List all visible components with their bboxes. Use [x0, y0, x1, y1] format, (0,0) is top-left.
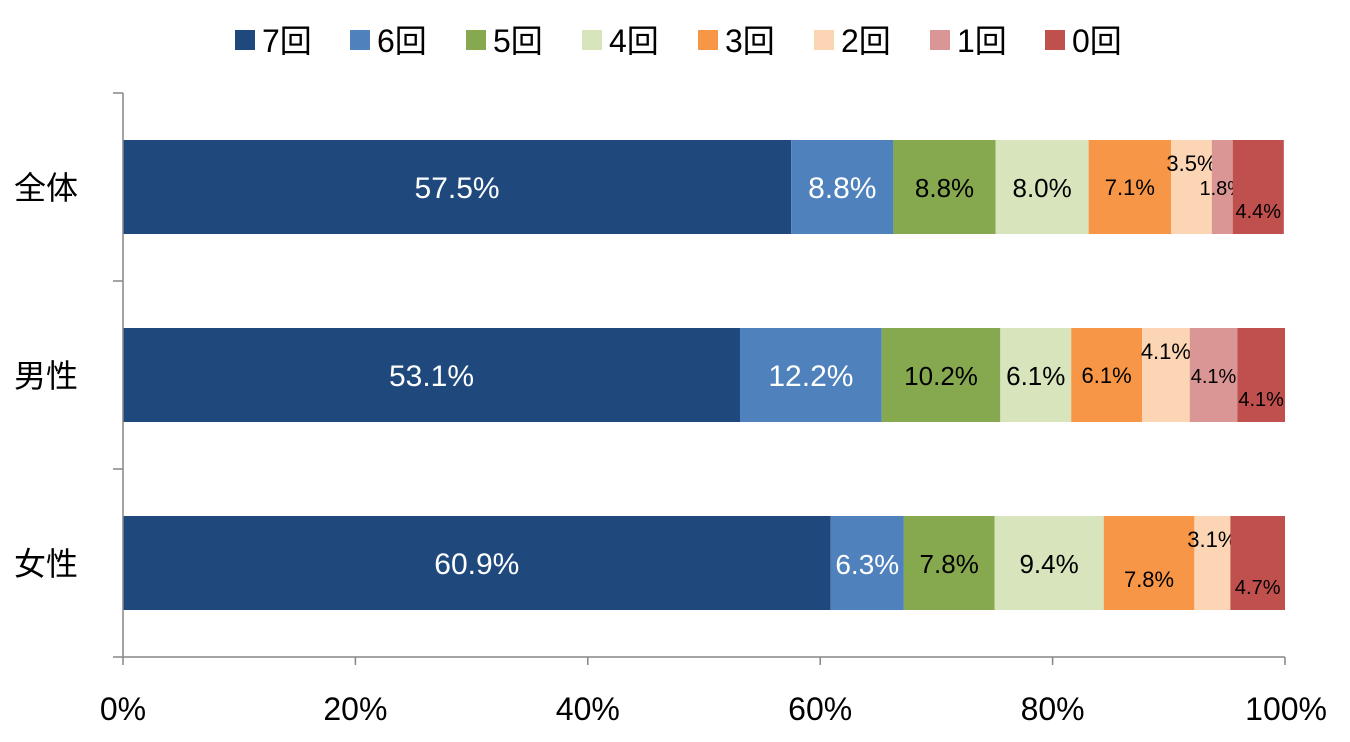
bar-segment: [1194, 516, 1231, 610]
legend-label: 5回: [493, 23, 543, 59]
bar-segment: [903, 516, 995, 610]
x-tick-label: 100%: [1245, 691, 1327, 727]
legend-swatch: [814, 30, 834, 50]
data-label: 7.8%: [920, 549, 979, 579]
bar-segment: [1071, 328, 1143, 422]
data-label: 57.5%: [415, 172, 500, 205]
data-label: 4.1%: [1238, 389, 1284, 411]
category-label: 女性: [14, 546, 78, 582]
bar-segment: [791, 140, 894, 234]
data-label: 4.1%: [1141, 339, 1191, 364]
data-label: 6.3%: [835, 549, 899, 580]
data-label: 8.8%: [808, 172, 876, 205]
data-label: 4.1%: [1191, 366, 1237, 388]
bar-segment: [1211, 140, 1233, 234]
bar-segment: [1088, 140, 1172, 234]
data-label: 60.9%: [434, 548, 519, 581]
data-label: 4.4%: [1235, 201, 1281, 223]
bar-segment: [740, 328, 882, 422]
category-label: 男性: [14, 358, 78, 394]
legend-swatch: [466, 30, 486, 50]
legend-swatch: [350, 30, 370, 50]
legend-label: 2回: [841, 23, 891, 59]
legend-label: 7回: [262, 23, 312, 59]
bar-segment: [994, 516, 1104, 610]
legend-swatch: [1045, 30, 1065, 50]
data-label: 7.1%: [1105, 175, 1155, 200]
x-tick-label: 20%: [323, 691, 387, 727]
legend-label: 1回: [957, 23, 1007, 59]
legend-swatch: [698, 30, 718, 50]
x-tick-label: 60%: [788, 691, 852, 727]
bar-segment: [1103, 516, 1195, 610]
bar-segment: [1142, 328, 1190, 422]
bar-segment: [830, 516, 904, 610]
bar-segment: [893, 140, 996, 234]
data-label: 12.2%: [768, 360, 853, 393]
bar-segment: [995, 140, 1089, 234]
bar-segment: [1230, 516, 1285, 610]
legend: 7回 6回 5回 4回 3回 2回 1回 0回: [235, 23, 1122, 59]
data-label: 53.1%: [389, 360, 474, 393]
bar-segment: [123, 328, 741, 422]
legend-swatch: [235, 30, 255, 50]
x-tick-label: 0%: [100, 691, 146, 727]
data-label: 3.5%: [1166, 151, 1216, 176]
legend-label: 4回: [609, 23, 659, 59]
legend-swatch: [930, 30, 950, 50]
legend-label: 6回: [377, 23, 427, 59]
data-label: 6.1%: [1082, 363, 1132, 388]
data-label: 8.0%: [1013, 173, 1072, 203]
legend-swatch: [582, 30, 602, 50]
legend-label: 0回: [1072, 23, 1122, 59]
bar-segment: [1189, 328, 1238, 422]
data-label: 6.1%: [1006, 361, 1065, 391]
bar-segment: [881, 328, 1001, 422]
bar-segment: [1171, 140, 1212, 234]
legend-label: 3回: [725, 23, 775, 59]
plot-area: 57.5% 8.8% 8.8% 8.0% 7.1%3.5%1.8%4.4%全体53.1%…: [14, 140, 1285, 610]
data-label: 4.7%: [1235, 577, 1281, 599]
data-label: 9.4%: [1019, 549, 1078, 579]
axes: 0% 20% 40% 60% 80% 100%: [100, 92, 1327, 727]
x-tick-label: 40%: [556, 691, 620, 727]
bar-segment: [123, 516, 831, 610]
bar-segment: [123, 140, 792, 234]
data-label: 3.1%: [1187, 527, 1237, 552]
data-label: 10.2%: [904, 361, 978, 391]
data-label: 8.8%: [915, 173, 974, 203]
data-label: 7.8%: [1124, 567, 1174, 592]
x-tick-label: 80%: [1021, 691, 1085, 727]
bar-segment: [1000, 328, 1072, 422]
bar-segment: [1237, 328, 1285, 422]
bar-segment: [1232, 140, 1284, 234]
category-label: 全体: [14, 170, 78, 206]
